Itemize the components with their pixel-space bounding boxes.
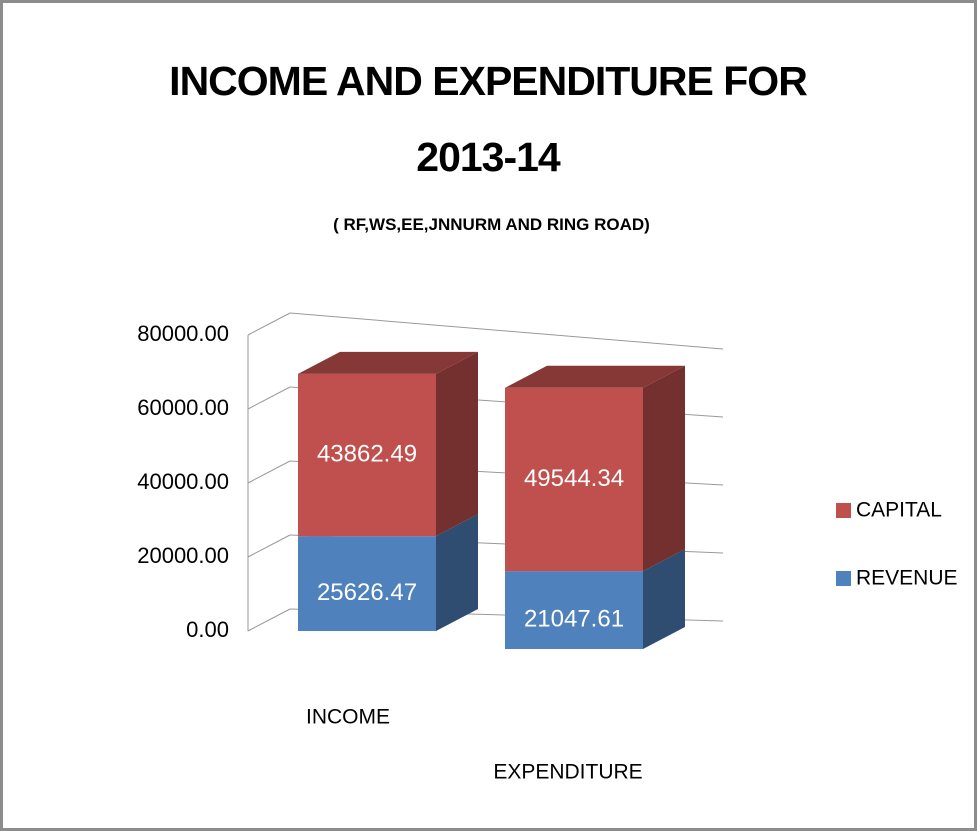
- grid-line: [247, 386, 291, 410]
- y-tick-label: 20000.00: [137, 543, 229, 568]
- legend-label: REVENUE: [856, 567, 958, 590]
- bar-front: [505, 571, 643, 649]
- x-tick-label: INCOME: [306, 706, 390, 729]
- grid-line: [289, 312, 724, 350]
- grid-line: [247, 608, 291, 632]
- data-label: 49544.34: [524, 465, 624, 492]
- bar-front: [298, 536, 436, 631]
- bar-side: [643, 365, 685, 572]
- y-tick-label: 60000.00: [137, 395, 229, 420]
- y-tick-label: 0.00: [186, 617, 229, 642]
- grid-line: [247, 460, 291, 484]
- bar-top: [298, 351, 478, 374]
- legend-label: CAPITAL: [856, 499, 942, 522]
- chart-title: INCOME AND EXPENDITURE FOR 2013-14: [169, 58, 808, 180]
- y-tick-label: 80000.00: [137, 321, 229, 346]
- legend-swatch: [836, 503, 851, 518]
- data-label: 21047.61: [524, 605, 624, 632]
- grid-line: [247, 312, 291, 336]
- bar-side: [436, 514, 478, 631]
- legend-swatch: [836, 571, 851, 586]
- x-tick-label: EXPENDITURE: [493, 761, 642, 784]
- bar-side: [436, 351, 478, 537]
- bar-top: [505, 365, 685, 388]
- data-label: 25626.47: [317, 579, 417, 606]
- chart-subtitle: ( RF,WS,EE,JNNURM AND RING ROAD): [333, 215, 650, 234]
- grid-line: [247, 534, 291, 558]
- bar-front: [298, 373, 436, 537]
- bar-front: [505, 387, 643, 572]
- data-label: 43862.49: [317, 440, 417, 467]
- bar-side: [643, 549, 685, 649]
- chart: 0.00 20000.00 40000.00 60000.00 80000.00 2562…: [137, 312, 958, 784]
- y-tick-label: 40000.00: [137, 469, 229, 494]
